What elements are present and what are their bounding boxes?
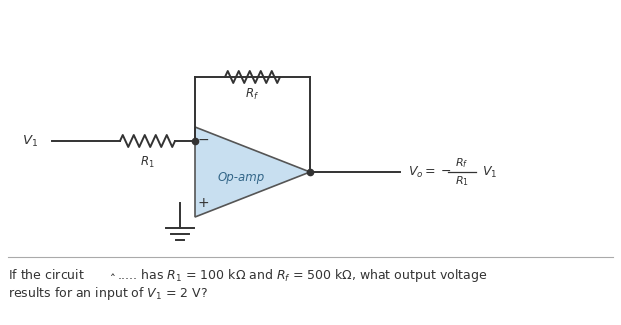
Text: Op-amp: Op-amp: [218, 171, 265, 184]
Text: $V_o = -$: $V_o = -$: [408, 164, 451, 179]
Text: $R_1$: $R_1$: [455, 174, 469, 188]
Polygon shape: [195, 127, 310, 217]
Text: $R_f$: $R_f$: [455, 156, 469, 170]
Text: $R_f$: $R_f$: [245, 87, 260, 102]
Text: $-$: $-$: [197, 132, 209, 146]
Text: $V_1$: $V_1$: [482, 164, 497, 179]
Text: results for an input of $V_1$ = 2 V?: results for an input of $V_1$ = 2 V?: [8, 284, 208, 302]
Text: $+$: $+$: [197, 196, 209, 210]
Text: $V_1$: $V_1$: [22, 134, 38, 149]
Text: $R_1$: $R_1$: [140, 155, 155, 170]
Text: If the circuit       $\mathregular{\hat{\,}}$ ..... has $R_1$ = 100 k$\Omega$ an: If the circuit $\mathregular{\hat{\,}}$ …: [8, 266, 487, 283]
